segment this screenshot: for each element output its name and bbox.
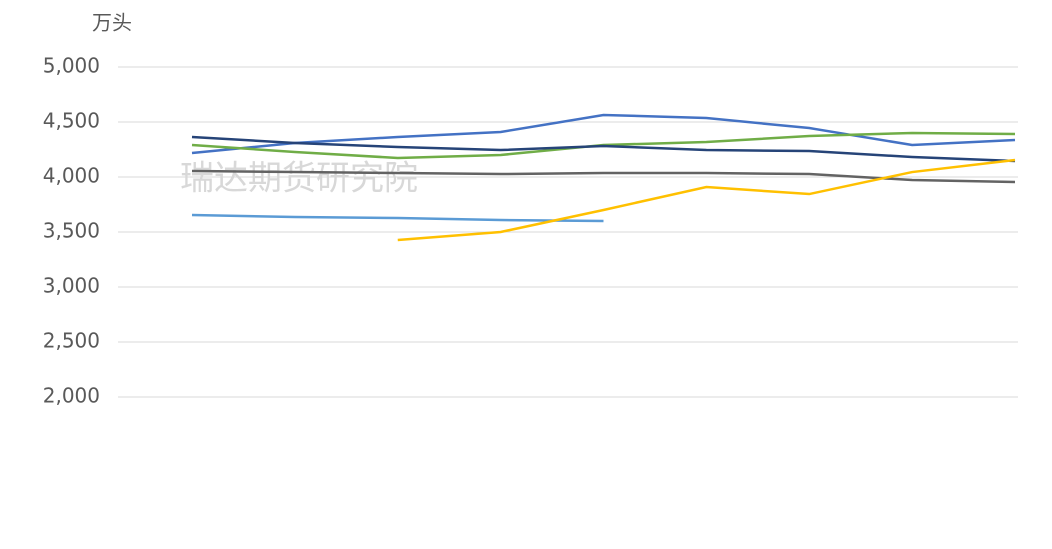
series-line xyxy=(397,158,1016,242)
y-tick-label: 2,500 xyxy=(43,329,100,353)
y-tick-label: 4,000 xyxy=(43,164,100,188)
y-unit: 万头 xyxy=(92,11,132,35)
series-line xyxy=(191,113,1016,155)
y-tick-label: 5,000 xyxy=(43,54,100,78)
grid xyxy=(118,66,1018,398)
series-line xyxy=(191,135,1016,163)
y-tick-label: 3,000 xyxy=(43,274,100,298)
y-tick-label: 2,000 xyxy=(43,384,100,408)
y-tick-label: 3,500 xyxy=(43,219,100,243)
series-line xyxy=(191,213,604,223)
series-line xyxy=(191,169,1016,184)
watermark: 瑞达期货研究院 xyxy=(180,159,418,199)
y-tick-label: 4,500 xyxy=(43,109,100,133)
